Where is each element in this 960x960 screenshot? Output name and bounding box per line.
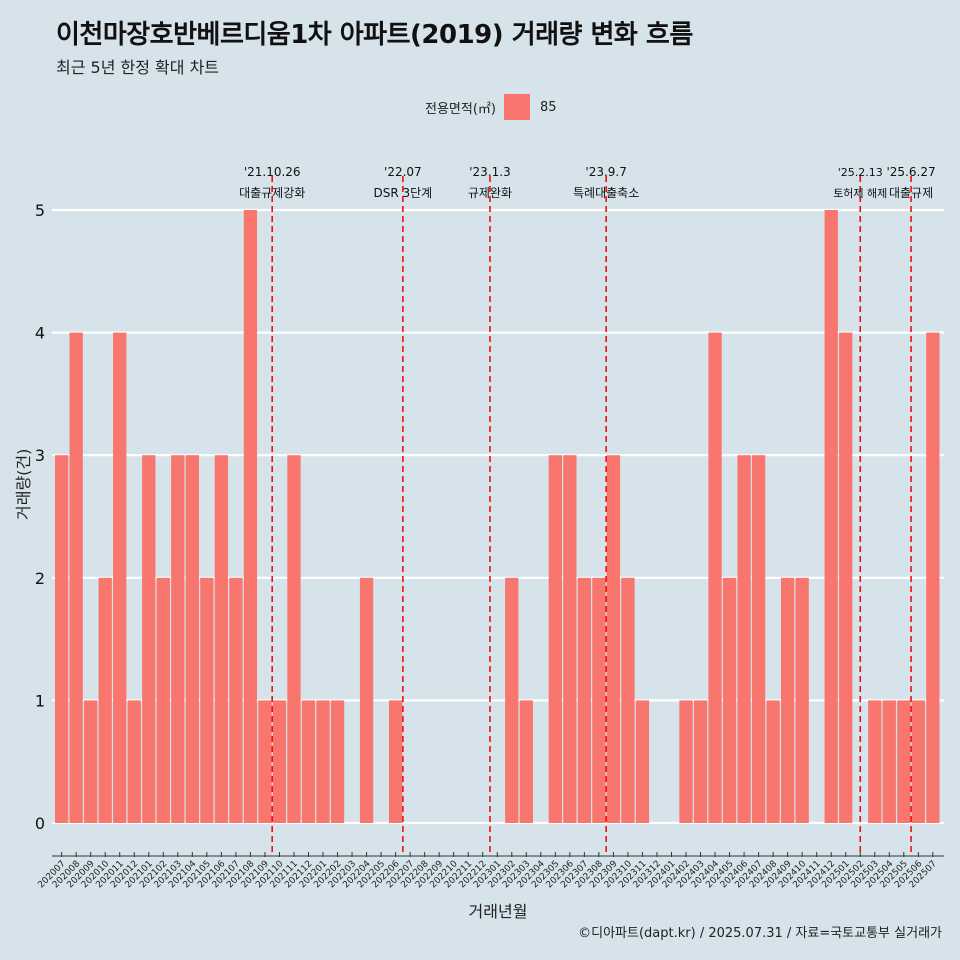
event-date: '23.1.3 bbox=[469, 165, 510, 179]
bar bbox=[911, 700, 925, 823]
event-label: 특례대출축소 bbox=[573, 186, 639, 200]
bar bbox=[621, 577, 635, 823]
bar bbox=[635, 700, 650, 823]
bar bbox=[69, 332, 83, 823]
bar bbox=[258, 700, 272, 823]
y-tick-label: 0 bbox=[35, 814, 45, 833]
bar bbox=[229, 577, 243, 823]
bar bbox=[606, 455, 621, 823]
bar bbox=[839, 332, 853, 823]
y-axis-label: 거래량(건) bbox=[14, 448, 33, 520]
legend-entry-label: 85 bbox=[539, 99, 557, 115]
bar bbox=[301, 700, 316, 823]
bar bbox=[55, 455, 69, 823]
y-tick-label: 4 bbox=[35, 324, 45, 343]
event-label: 토허제 해제 bbox=[833, 186, 887, 200]
bar bbox=[868, 700, 882, 823]
bar bbox=[98, 577, 112, 823]
y-tick-label: 3 bbox=[35, 446, 45, 465]
bar bbox=[882, 700, 896, 823]
bar bbox=[185, 455, 199, 823]
bar bbox=[751, 455, 766, 823]
bar bbox=[156, 577, 170, 823]
chart-subtitle: 최근 5년 한정 확대 차트 bbox=[56, 58, 220, 77]
chart-title: 이천마장호반베르디움1차 아파트(2019) 거래량 변화 흐름 bbox=[56, 20, 693, 50]
event-label: 대출규제강화 bbox=[239, 186, 305, 200]
bar bbox=[330, 700, 345, 823]
bar bbox=[693, 700, 708, 823]
bar bbox=[113, 332, 127, 823]
y-tick-label: 5 bbox=[35, 201, 45, 220]
bar bbox=[781, 577, 795, 823]
event-label: DSR 3단계 bbox=[374, 186, 433, 200]
bar bbox=[563, 455, 577, 823]
bar bbox=[708, 332, 722, 823]
bar bbox=[243, 210, 258, 823]
bar bbox=[679, 700, 693, 823]
bar bbox=[287, 455, 301, 823]
bar bbox=[127, 700, 141, 823]
legend: 전용면적(㎡) 85 bbox=[425, 94, 557, 120]
bar bbox=[824, 210, 838, 823]
bar bbox=[84, 700, 98, 823]
y-tick-label: 2 bbox=[35, 569, 45, 588]
bar bbox=[519, 700, 533, 823]
event-date: '22.07 bbox=[384, 165, 422, 179]
event-date: '25.2.13 bbox=[838, 166, 883, 179]
bar bbox=[316, 700, 330, 823]
event-date: '23.9.7 bbox=[585, 165, 626, 179]
bar bbox=[505, 577, 519, 823]
event-label: 대출규제 bbox=[889, 186, 933, 200]
bar bbox=[592, 577, 606, 823]
bar bbox=[926, 332, 940, 823]
legend-swatch bbox=[503, 94, 530, 120]
bar bbox=[359, 577, 374, 823]
source-caption: ©디아파트(dapt.kr) / 2025.07.31 / 자료=국토교통부 실… bbox=[578, 926, 942, 941]
bar bbox=[548, 455, 562, 823]
bar bbox=[795, 577, 809, 823]
legend-title: 전용면적(㎡) bbox=[425, 101, 496, 117]
event-label: 규제완화 bbox=[468, 186, 512, 200]
bar bbox=[200, 577, 214, 823]
event-date: '21.10.26 bbox=[244, 165, 301, 179]
bar bbox=[897, 700, 911, 823]
bar bbox=[737, 455, 751, 823]
bar bbox=[577, 577, 592, 823]
bar bbox=[214, 455, 229, 823]
event-date: '25.6.27 bbox=[887, 165, 936, 179]
bar bbox=[171, 455, 185, 823]
bar bbox=[272, 700, 287, 823]
bar bbox=[722, 577, 737, 823]
y-tick-label: 1 bbox=[35, 691, 45, 710]
bar bbox=[766, 700, 780, 823]
bar bbox=[388, 700, 403, 823]
bar bbox=[142, 455, 156, 823]
x-axis-label: 거래년월 bbox=[468, 902, 528, 921]
